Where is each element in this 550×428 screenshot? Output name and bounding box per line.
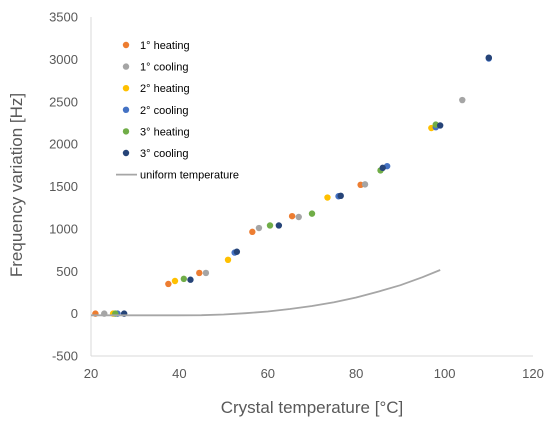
y-tick-label: 3000 (49, 52, 78, 67)
series-line-uniform-temperature (91, 269, 441, 317)
data-point-3-cooling (275, 222, 283, 229)
data-point-3-heating (308, 210, 316, 217)
data-point-3-cooling (485, 54, 492, 61)
y-axis-title: Frequency variation [Hz] (7, 93, 26, 277)
data-point-2-heating (224, 256, 232, 264)
legend-label: uniform temperature (140, 170, 239, 182)
y-tick-label: 1500 (49, 179, 78, 194)
y-tick-label: 500 (56, 264, 78, 279)
data-point-1-cooling (361, 181, 369, 188)
legend-label: 2° cooling (140, 105, 188, 117)
legend-label: 1° cooling (140, 62, 188, 74)
data-point-1-heating (249, 228, 256, 236)
y-tick-label: 0 (71, 306, 78, 321)
x-tick-label: 60 (261, 366, 275, 381)
data-point-3-cooling (436, 122, 444, 129)
data-point-1-cooling (295, 213, 302, 221)
data-point-3-cooling (379, 164, 386, 172)
data-point-1-cooling (202, 269, 210, 277)
data-point-1-cooling (255, 224, 263, 232)
data-point-2-heating (171, 277, 179, 285)
x-tick-label: 40 (172, 366, 186, 381)
legend-marker-1-cooling (122, 63, 130, 70)
data-point-1-cooling (459, 96, 466, 104)
x-tick-label: 20 (84, 366, 98, 381)
y-tick-label: 2000 (49, 137, 78, 152)
data-point-2-heating (324, 194, 331, 201)
x-tick-label: 120 (522, 366, 544, 381)
legend-marker-3-cooling (122, 149, 130, 157)
data-point-3-heating (180, 275, 188, 283)
data-point-3-cooling (187, 276, 194, 283)
y-tick-label: 1000 (49, 221, 78, 236)
legend-label: 1° heating (140, 40, 190, 52)
y-tick-label: 3500 (49, 10, 78, 25)
data-point-3-cooling (337, 192, 344, 200)
x-tick-label: 100 (434, 366, 456, 381)
x-tick-label: 80 (349, 366, 363, 381)
legend-label: 3° cooling (140, 148, 188, 160)
data-point-3-cooling (233, 248, 241, 255)
axes: 20 40 60 80 100 120 -500 0 500 1000 1500 2000 2500 30… (49, 10, 544, 382)
legend: 1° heating 1° cooling 2° heating 2° cooling… (116, 40, 239, 182)
legend-label: 2° heating (140, 83, 190, 95)
legend-marker-1-heating (122, 41, 130, 49)
x-axis-title: Crystal temperature [°C] (221, 398, 404, 417)
series-layer (91, 54, 492, 317)
y-tick-label: 2500 (49, 94, 78, 109)
data-point-3-heating (266, 222, 274, 229)
legend-label: 3° heating (140, 126, 190, 138)
legend-marker-2-cooling (122, 106, 130, 114)
legend-marker-2-heating (122, 85, 130, 92)
y-tick-label: -500 (52, 349, 78, 364)
data-point-1-heating (196, 269, 203, 277)
legend-marker-3-heating (122, 128, 130, 135)
data-point-1-heating (165, 280, 172, 288)
data-point-1-heating (288, 212, 296, 220)
